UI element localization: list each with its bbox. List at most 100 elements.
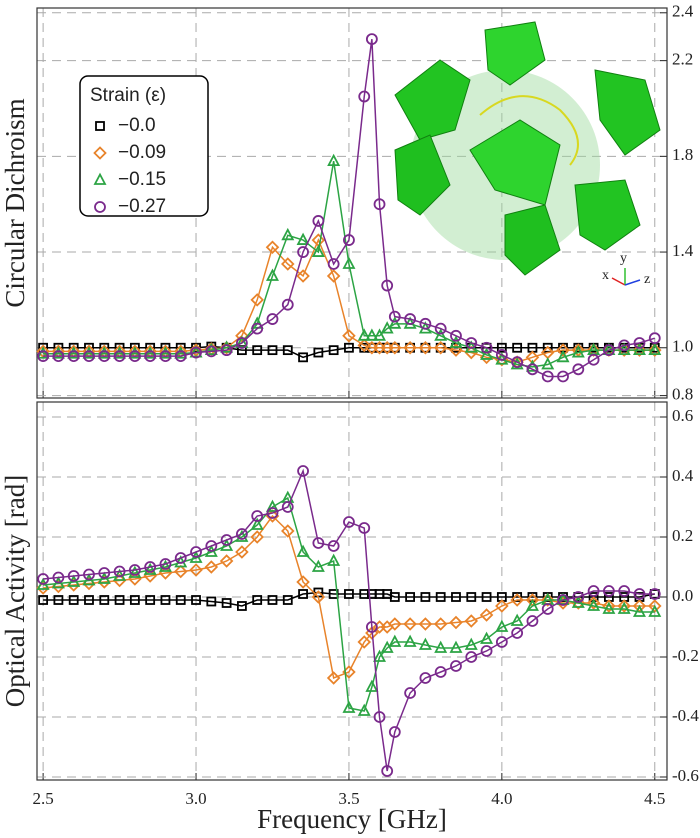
marker	[327, 553, 341, 566]
marker	[512, 342, 523, 353]
inset-structure: x y z	[394, 21, 661, 287]
marker	[602, 344, 615, 357]
marker	[480, 645, 493, 657]
marker	[451, 592, 461, 602]
marker	[219, 554, 234, 568]
marker	[405, 592, 416, 602]
marker	[465, 651, 478, 663]
series-line	[43, 161, 655, 368]
marker	[420, 592, 431, 602]
marker	[173, 564, 188, 579]
marker	[326, 269, 341, 283]
marker	[343, 516, 355, 528]
marker	[342, 329, 356, 343]
marker	[358, 522, 371, 534]
marker	[250, 517, 264, 530]
marker	[82, 346, 96, 359]
marker	[265, 499, 279, 512]
marker	[68, 595, 79, 605]
marker	[281, 298, 294, 311]
inset-shape	[594, 69, 661, 156]
marker	[450, 329, 462, 342]
marker	[418, 617, 433, 631]
marker	[160, 595, 171, 605]
marker	[511, 356, 524, 369]
marker	[495, 349, 508, 361]
legend-marker	[95, 121, 105, 131]
marker	[602, 599, 616, 613]
marker	[602, 601, 616, 614]
legend-marker	[93, 146, 107, 160]
plot-frame	[36, 7, 668, 399]
x-tick-label: 2.5	[32, 789, 53, 808]
marker	[36, 346, 50, 359]
marker	[449, 615, 463, 630]
y-axis-label: Circular Dichroism	[0, 98, 30, 307]
marker	[587, 585, 600, 597]
marker	[434, 322, 447, 335]
marker	[281, 501, 294, 513]
y-tick-label: 0.0	[672, 586, 693, 605]
marker	[250, 293, 264, 307]
marker	[281, 227, 295, 241]
legend-marker	[94, 201, 106, 213]
marker	[143, 346, 157, 359]
marker	[174, 350, 187, 363]
marker	[433, 617, 448, 631]
series-line	[43, 591, 655, 607]
y-tick-label: -0.2	[672, 646, 699, 665]
series-line	[43, 468, 655, 772]
marker	[342, 700, 356, 713]
marker	[144, 350, 157, 363]
marker	[296, 232, 310, 245]
axis-arrow	[611, 277, 626, 286]
marker	[236, 337, 248, 349]
legend-title: Strain (ε)	[90, 85, 166, 106]
marker	[251, 322, 264, 335]
marker	[464, 637, 478, 650]
plot-frame	[36, 401, 668, 781]
marker	[404, 687, 417, 699]
marker	[381, 765, 394, 777]
marker	[450, 660, 462, 672]
marker	[282, 595, 293, 605]
marker	[632, 342, 646, 356]
marker	[556, 343, 570, 357]
y-axis-label: Optical Activity [rad]	[0, 475, 30, 707]
marker	[343, 234, 355, 246]
marker	[434, 328, 448, 341]
marker	[357, 635, 372, 649]
marker	[311, 559, 325, 572]
marker	[403, 617, 417, 631]
marker	[174, 346, 188, 359]
marker	[496, 342, 507, 353]
marker	[327, 153, 341, 167]
marker	[648, 604, 662, 617]
x-tick-label: 4.0	[491, 789, 512, 808]
marker	[83, 568, 95, 581]
marker	[189, 563, 203, 577]
legend-label: −0.09	[118, 142, 166, 163]
marker	[648, 332, 661, 345]
marker	[571, 345, 585, 358]
marker	[602, 585, 615, 597]
marker	[235, 335, 249, 348]
marker	[38, 595, 49, 605]
marker	[145, 595, 156, 605]
marker	[113, 350, 126, 363]
marker	[327, 258, 340, 270]
marker	[632, 604, 646, 617]
x-tick-label: 3.0	[185, 789, 206, 808]
marker	[365, 621, 378, 633]
y-tick-label: 1.8	[672, 145, 693, 164]
marker	[297, 246, 309, 258]
axis-annotation: y	[620, 251, 627, 266]
marker	[418, 637, 432, 650]
marker	[373, 711, 386, 723]
marker	[265, 268, 279, 281]
marker	[113, 565, 126, 578]
marker	[403, 634, 417, 647]
marker	[252, 345, 263, 356]
marker	[479, 608, 494, 622]
